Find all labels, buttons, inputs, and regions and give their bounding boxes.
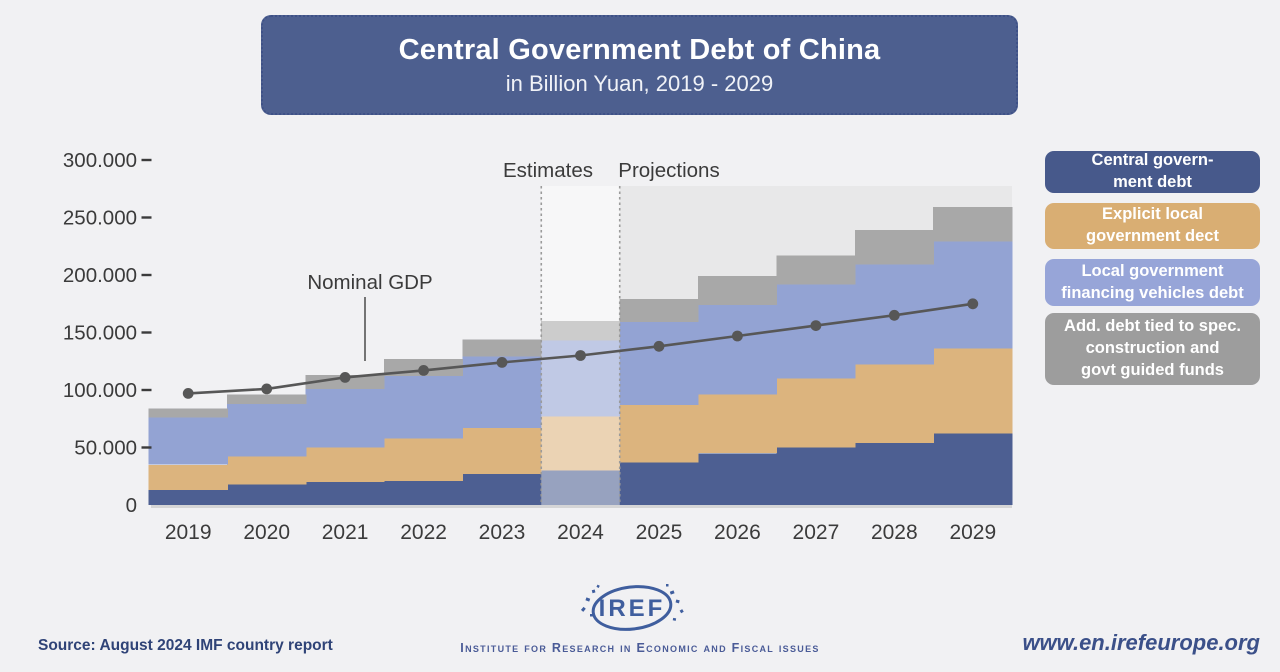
bar-2021-series2 (305, 388, 385, 448)
bar-2020-series0 (227, 484, 307, 505)
source-note: Source: August 2024 IMF country report (38, 637, 333, 654)
bar-2019-series2 (148, 417, 228, 465)
gdp-point-2025 (653, 340, 665, 352)
gdp-line-layer (182, 298, 979, 399)
estimates-highlight-band (541, 186, 620, 505)
y-tick-label: 300.000 (63, 149, 137, 172)
gdp-point-2028 (888, 309, 900, 321)
iref-logo-specks (580, 584, 684, 621)
bar-2022-series2 (384, 376, 464, 439)
bars-layer (148, 207, 1013, 506)
bar-2023-series2 (462, 356, 542, 428)
bar-2025-series3 (619, 299, 699, 323)
bar-2023-series3 (462, 339, 542, 357)
gdp-point-2022 (418, 365, 429, 376)
iref-logo: IREF (580, 584, 684, 631)
legend-item-additional-debt: Add. debt tied to spec. construction and… (1045, 313, 1260, 385)
bar-2022-series0 (384, 480, 464, 505)
bar-2025-series2 (619, 322, 699, 405)
x-tick-label-2028: 2028 (871, 521, 918, 544)
y-tick-label: 250.000 (63, 207, 137, 230)
iref-caption: Institute for Research in Economic and F… (460, 641, 820, 655)
bar-2027-series2 (776, 284, 856, 379)
bar-2026-series3 (697, 276, 777, 305)
iref-logo-ellipse (591, 585, 673, 631)
gdp-point-2026 (732, 330, 743, 342)
legend: Central govern- ment debt Explicit local… (1045, 151, 1260, 385)
bar-2023-series1 (462, 427, 542, 474)
title-box: Central Government Debt of China in Bill… (261, 15, 1018, 115)
x-tick-label-2027: 2027 (793, 521, 840, 544)
bar-2024-series1 (541, 416, 621, 471)
bar-2021-series0 (305, 482, 385, 505)
chart-title: Central Government Debt of China (398, 33, 881, 66)
plot-bottom-shadow (151, 505, 1012, 508)
x-tick-label-2022: 2022 (400, 521, 447, 544)
gdp-point-2019 (182, 388, 194, 399)
gdp-point-2021 (339, 372, 351, 383)
bar-2025-series1 (619, 404, 699, 463)
bar-2025-series0 (619, 462, 699, 505)
projections-label: Projections (618, 159, 719, 182)
bar-2026-series0 (697, 453, 777, 506)
bar-2027-series1 (776, 378, 856, 448)
y-tick-mark (141, 273, 152, 277)
bar-2021-series1 (305, 447, 385, 482)
bar-2027-series3 (776, 255, 856, 285)
bar-2020-series3 (227, 394, 307, 404)
gdp-point-2024 (575, 350, 586, 361)
iref-logo-text: IREF (599, 595, 666, 622)
x-tick-label-2020: 2020 (243, 521, 290, 544)
bar-2023-series0 (462, 473, 542, 505)
bar-2026-series2 (697, 304, 777, 395)
y-tick-label: 200.000 (63, 264, 137, 287)
estimates-label: Estimates (503, 159, 593, 182)
legend-item-lgfv-debt: Local government financing vehicles debt (1045, 259, 1260, 306)
x-tick-label-2025: 2025 (636, 521, 683, 544)
y-tick-label: 50.000 (74, 437, 137, 460)
bar-2027-series0 (776, 447, 856, 505)
bar-2020-series2 (227, 403, 307, 457)
x-tick-label-2026: 2026 (714, 521, 761, 544)
x-tick-label-2021: 2021 (322, 521, 369, 544)
bar-2022-series1 (384, 438, 464, 481)
gdp-point-2027 (810, 320, 822, 331)
y-tick-label: 150.000 (63, 322, 137, 345)
bar-2026-series1 (697, 394, 777, 454)
y-tick-label: 0 (126, 494, 137, 517)
bar-2029-series3 (933, 207, 1013, 242)
x-tick-label-2019: 2019 (165, 521, 212, 544)
bar-2029-series2 (933, 241, 1013, 349)
website-link[interactable]: www.en.irefeurope.org (1022, 630, 1260, 655)
legend-item-central-government-debt: Central govern- ment debt (1045, 151, 1260, 193)
gdp-point-2029 (967, 298, 979, 310)
bar-2019-series1 (148, 464, 228, 491)
y-tick-mark (141, 446, 152, 449)
bar-2019-series0 (148, 490, 228, 505)
bar-2028-series0 (854, 442, 934, 505)
x-tick-label-2029: 2029 (949, 521, 996, 544)
x-tick-label-2024: 2024 (557, 521, 604, 544)
y-tick-label: 100.000 (63, 379, 137, 402)
bar-2029-series0 (933, 433, 1013, 505)
y-tick-mark (141, 331, 152, 334)
gdp-point-2023 (496, 357, 508, 368)
bar-2024-series3 (541, 321, 621, 341)
x-tick-label-2023: 2023 (479, 521, 526, 544)
gdp-annotation-label: Nominal GDP (307, 271, 432, 294)
gdp-point-2020 (261, 383, 273, 395)
legend-item-explicit-local-government-debt: Explicit local government dect (1045, 203, 1260, 249)
y-tick-mark (141, 388, 152, 392)
y-tick-mark (141, 216, 152, 219)
bar-2019-series3 (148, 408, 228, 418)
y-tick-mark (141, 158, 152, 162)
bar-2020-series1 (227, 456, 307, 485)
bar-2024-series0 (541, 470, 621, 505)
bar-2029-series1 (933, 348, 1013, 434)
bar-2028-series3 (854, 230, 934, 265)
bar-2028-series1 (854, 364, 934, 443)
chart-subtitle: in Billion Yuan, 2019 - 2029 (505, 70, 774, 96)
